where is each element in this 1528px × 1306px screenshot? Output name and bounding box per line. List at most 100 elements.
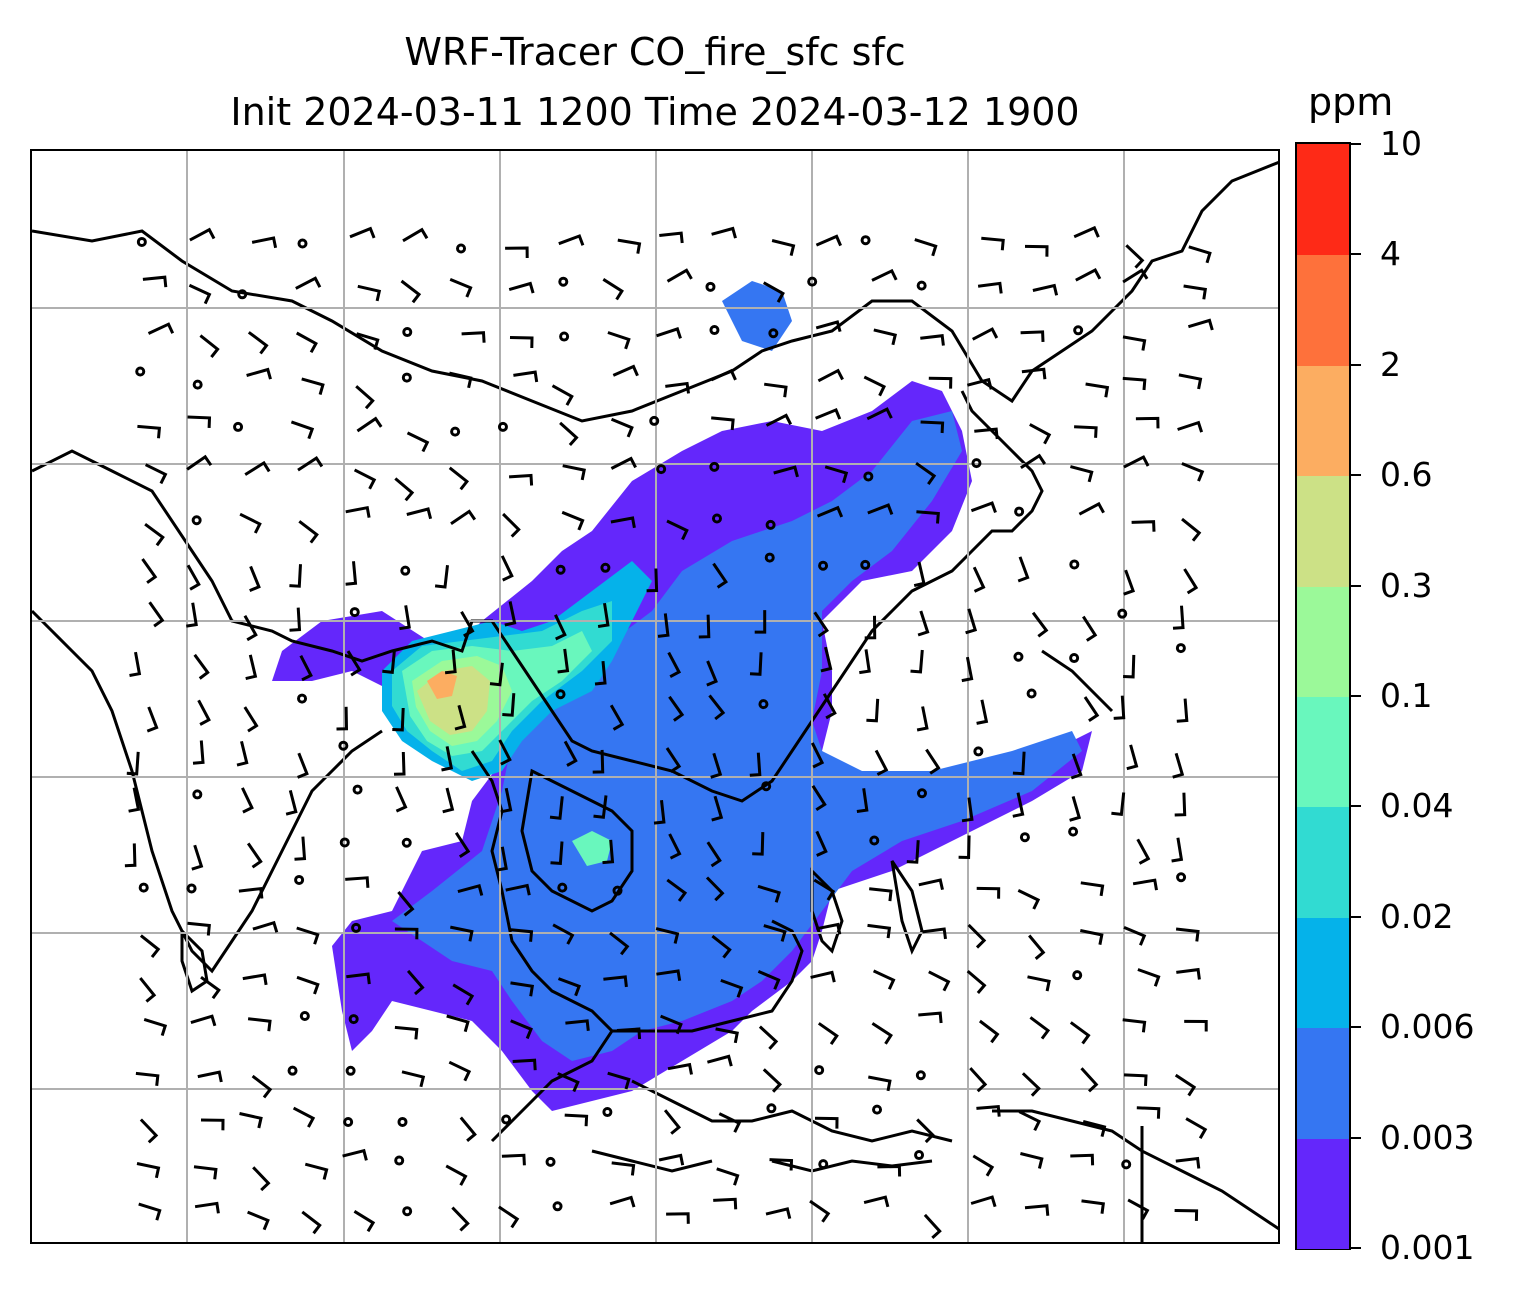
wind-barb <box>1188 245 1212 264</box>
wind-barb <box>1123 455 1150 469</box>
calm-wind-marker <box>814 1065 825 1076</box>
wind-barb <box>1123 569 1136 596</box>
calm-wind-marker <box>237 289 248 300</box>
calm-wind-marker <box>600 562 611 573</box>
wind-barb <box>863 1195 890 1208</box>
colorbar-tick <box>1351 143 1361 145</box>
calm-wind-marker <box>557 882 568 893</box>
wind-barb <box>304 1162 329 1180</box>
wind-barb <box>1126 744 1139 771</box>
calm-wind-marker <box>497 421 508 432</box>
wind-barb <box>246 842 263 869</box>
colorbar-tick <box>1351 474 1361 477</box>
calm-wind-marker <box>233 421 244 432</box>
wind-barb <box>718 1112 742 1133</box>
colorbar-unit-label: ppm <box>1308 80 1394 124</box>
calm-wind-marker <box>192 789 203 800</box>
calm-wind-marker <box>297 693 308 704</box>
wind-barb <box>970 501 997 514</box>
wind-barb <box>666 519 689 541</box>
colorbar-tick-label: 0.3 <box>1380 565 1433 605</box>
map-canvas <box>32 151 1278 1242</box>
calm-wind-marker <box>136 236 147 247</box>
wind-barb <box>710 368 737 382</box>
wind-barb <box>505 883 531 896</box>
calm-wind-marker <box>818 1159 829 1170</box>
wind-barb <box>655 927 680 944</box>
wind-barb <box>961 797 974 823</box>
wind-barb <box>401 1070 426 1088</box>
calm-wind-marker <box>400 565 411 576</box>
wind-barb <box>146 706 159 733</box>
plume-level-0.003-north <box>722 281 792 351</box>
colorbar-tick-label: 4 <box>1380 234 1401 274</box>
wind-barb <box>1069 795 1082 822</box>
wind-barb <box>187 921 211 936</box>
wind-barb <box>716 1167 740 1186</box>
wind-barb <box>668 833 682 860</box>
wind-barb <box>976 699 989 725</box>
wind-barb <box>612 364 639 377</box>
wind-barb <box>607 1071 631 1090</box>
wind-barb <box>769 1158 794 1171</box>
wind-barb <box>757 970 781 990</box>
calm-wind-marker <box>602 1107 613 1118</box>
wind-barb <box>124 843 137 868</box>
wind-barb <box>594 660 607 686</box>
calm-wind-marker <box>860 559 871 570</box>
colorbar-segment <box>1297 1137 1349 1249</box>
wind-barb <box>454 704 467 731</box>
wind-barb <box>758 1025 779 1050</box>
calm-wind-marker <box>555 689 566 700</box>
wind-barb <box>925 748 941 775</box>
wind-barb <box>238 886 264 899</box>
wind-barb <box>557 977 582 997</box>
wind-barb <box>611 1161 636 1176</box>
calm-wind-marker <box>338 740 349 751</box>
wind-barb <box>1125 244 1145 269</box>
wind-barb <box>1123 654 1136 679</box>
calm-wind-marker <box>186 883 197 894</box>
wind-barb <box>597 602 610 628</box>
wind-barb <box>1082 615 1098 642</box>
wind-barb <box>247 331 269 355</box>
wind-barb <box>406 507 433 520</box>
wind-barb <box>915 461 937 485</box>
wind-barb <box>602 839 615 865</box>
wind-barb <box>186 564 201 591</box>
wind-barb <box>1183 568 1199 595</box>
wind-barb <box>498 1205 520 1229</box>
wind-barb <box>355 385 375 410</box>
calm-wind-marker <box>709 325 720 336</box>
calm-wind-marker <box>768 328 779 339</box>
wind-barb <box>976 886 1001 899</box>
calm-wind-marker <box>656 464 667 475</box>
wind-barb <box>977 281 1003 294</box>
wind-barb <box>866 407 893 421</box>
wind-barb <box>877 1164 902 1177</box>
wind-barb <box>868 1075 892 1092</box>
wind-barb <box>297 752 309 779</box>
wind-barb <box>1020 330 1045 342</box>
wind-barb <box>128 787 141 813</box>
wind-barb <box>1127 1198 1150 1220</box>
wind-barb <box>708 694 726 721</box>
wind-barb <box>1021 367 1047 380</box>
wind-barb <box>1137 968 1161 987</box>
wind-barb <box>1017 889 1041 910</box>
wind-barb <box>144 463 168 485</box>
wind-barb <box>239 512 262 534</box>
wind-barb <box>292 1106 316 1128</box>
calm-wind-marker <box>558 276 569 287</box>
wind-barb <box>450 509 477 526</box>
wind-barb <box>1024 244 1049 257</box>
wind-barb <box>1122 335 1147 351</box>
wind-barb <box>301 377 325 396</box>
wind-barb <box>558 234 585 246</box>
wind-barb <box>345 561 358 586</box>
wind-barb <box>501 1153 526 1166</box>
wind-barb <box>461 331 486 343</box>
wind-barb <box>1122 268 1149 284</box>
wind-barb <box>448 466 470 491</box>
calm-wind-marker <box>349 607 360 618</box>
